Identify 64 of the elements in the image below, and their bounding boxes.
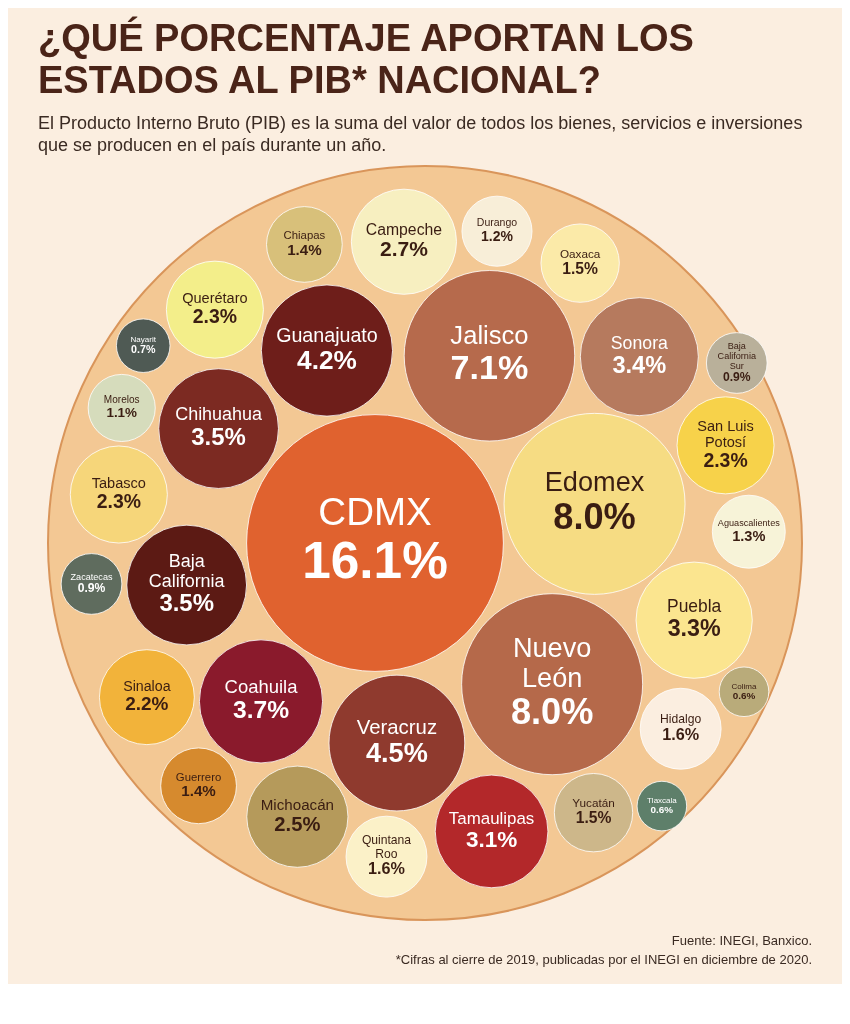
category-label: Colima: [731, 681, 758, 691]
data-label: 0.6%: [732, 689, 756, 701]
data-label: 3.1%: [465, 826, 518, 852]
text: ¿QUÉ PORCENTAJE APORTAN LOS ESTADOS AL PIB* NACIONAL?: [38, 17, 695, 102]
data-label: 1.5%: [562, 259, 599, 277]
category-label: Campeche: [365, 220, 443, 238]
data-label: 4.5%: [365, 736, 428, 768]
data-label: 2.2%: [125, 692, 169, 714]
data-label: 1.4%: [181, 781, 217, 799]
category-label: Chihuahua: [175, 403, 262, 424]
category-label: Guerrero: [175, 770, 222, 783]
data-label: 8.0%: [510, 690, 594, 732]
category-label: Baja California Sur: [717, 340, 757, 371]
category-label: Veracruz: [356, 715, 438, 738]
data-label: 3.3%: [667, 614, 721, 641]
data-label: 3.7%: [232, 695, 290, 723]
category-label: Durango: [476, 215, 518, 228]
data-label: 2.5%: [274, 812, 321, 835]
category-label: Jalisco: [450, 320, 529, 349]
data-label: 1.1%: [106, 404, 138, 420]
category-label: Tabasco: [91, 474, 146, 491]
category-label: Oaxaca: [559, 246, 601, 260]
category-label: Coahuila: [224, 675, 299, 697]
data-label: 3.5%: [191, 422, 246, 450]
category-label: Yucatán: [572, 795, 615, 809]
category-label: Morelos: [103, 393, 140, 405]
data-label: 16.1%: [302, 531, 448, 589]
data-label: 0.9%: [77, 580, 106, 595]
category-label: Nayarit: [130, 334, 157, 344]
category-label: Baja California: [148, 550, 225, 591]
category-label: Guanajuato: [276, 323, 378, 346]
category-label: Edomex: [544, 466, 645, 498]
category-label: Zacatecas: [70, 571, 113, 582]
text: *Cifras al cierre de 2019, publicadas por el INEGI en diciembre de 2020.: [394, 951, 812, 970]
data-label: 2.3%: [703, 448, 748, 471]
category-label: Puebla: [667, 595, 722, 616]
category-label: Tamaulipas: [448, 808, 535, 828]
category-label: Sonora: [610, 332, 669, 353]
category-label: CDMX: [318, 489, 432, 533]
data-label: 0.6%: [650, 803, 674, 815]
data-label: 2.3%: [192, 304, 238, 327]
data-label: 3.5%: [159, 588, 214, 616]
category-label: Nuevo León: [512, 631, 592, 693]
category-label: Aguascalientes: [717, 517, 781, 528]
data-label: 1.2%: [481, 227, 514, 244]
source-note: Fuente: INEGI, Banxico.: [670, 931, 812, 950]
category-label: San Luis Potosí: [697, 417, 754, 450]
category-label: Michoacán: [260, 795, 335, 813]
text: El Producto Interno Bruto (PIB) es la suma del valor de todos los bienes, servicios e inversiones que se producen en el país durante un año.: [38, 111, 804, 157]
data-label: 1.4%: [287, 240, 323, 258]
category-label: Tlaxcala: [646, 795, 678, 805]
category-label: Sinaloa: [123, 677, 171, 694]
category-label: Hidalgo: [660, 711, 702, 726]
data-label: 0.9%: [722, 369, 751, 384]
data-label: 1.3%: [732, 527, 766, 544]
data-label: 1.5%: [575, 809, 612, 827]
data-label: 3.4%: [612, 351, 667, 378]
category-label: Chiapas: [283, 228, 326, 241]
data-label: 7.1%: [450, 347, 529, 386]
data-label: 8.0%: [553, 495, 636, 537]
category-label: Querétaro: [182, 289, 248, 306]
category-label: Quintana Roo: [361, 833, 412, 861]
data-label: 2.3%: [96, 489, 141, 512]
data-label: 1.6%: [368, 859, 405, 878]
